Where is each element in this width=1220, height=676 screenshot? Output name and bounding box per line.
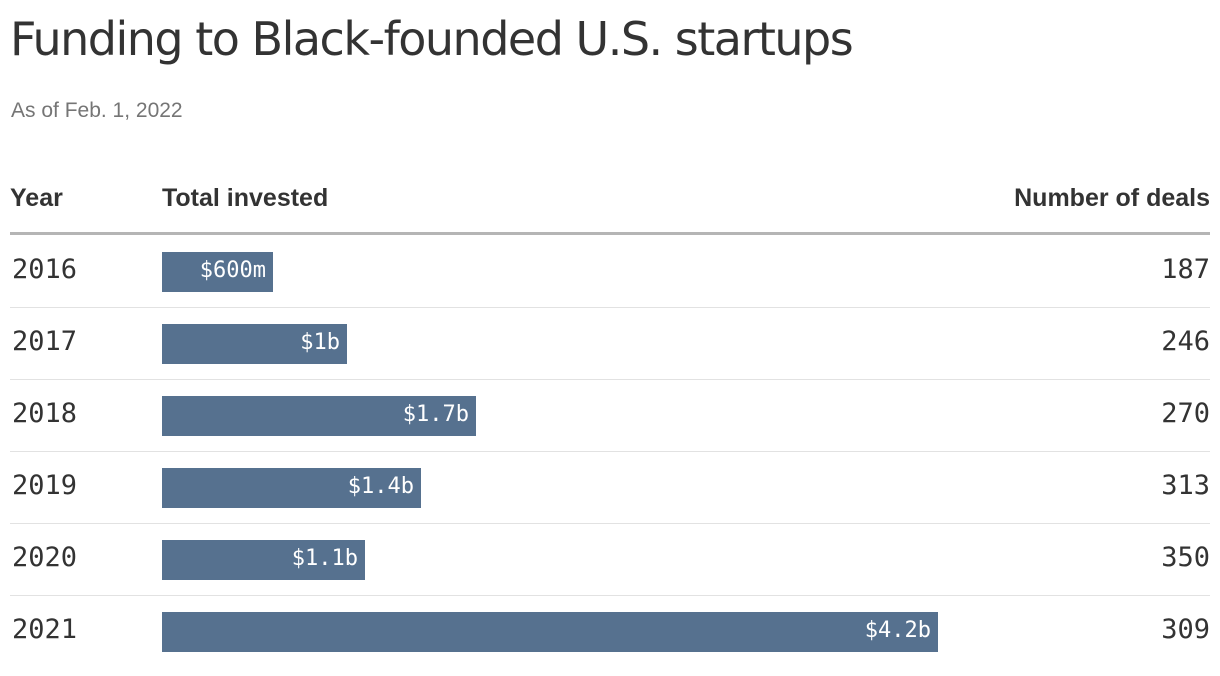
table-row: 2016 $600m 187 (10, 236, 1210, 308)
deals-count: 270 (1161, 398, 1210, 429)
invested-bar: $1b (162, 324, 347, 364)
invested-bar: $1.1b (162, 540, 365, 580)
invested-value-label: $1b (300, 330, 340, 355)
year-label: 2016 (12, 254, 78, 285)
invested-value-label: $1.1b (291, 546, 358, 571)
invested-value-label: $1.7b (402, 402, 469, 427)
invested-value-label: $4.2b (864, 618, 931, 643)
deals-count: 309 (1161, 614, 1210, 645)
invested-value-label: $600m (199, 258, 266, 283)
column-header-number-of-deals: Number of deals (1014, 184, 1210, 212)
column-header-total-invested: Total invested (162, 184, 329, 212)
chart-title: Funding to Black-founded U.S. startups (10, 12, 854, 66)
invested-bar: $1.4b (162, 468, 421, 508)
table-row: 2019 $1.4b 313 (10, 452, 1210, 524)
year-label: 2017 (12, 326, 78, 357)
invested-value-label: $1.4b (347, 474, 414, 499)
year-label: 2019 (12, 470, 78, 501)
chart-subtitle: As of Feb. 1, 2022 (11, 99, 183, 122)
table-row: 2020 $1.1b 350 (10, 524, 1210, 596)
invested-bar: $4.2b (162, 612, 938, 652)
year-label: 2021 (12, 614, 78, 645)
table-row: 2018 $1.7b 270 (10, 380, 1210, 452)
deals-count: 313 (1161, 470, 1210, 501)
row-divider (10, 451, 1210, 452)
header-divider (10, 232, 1210, 235)
year-label: 2018 (12, 398, 78, 429)
invested-bar: $600m (162, 252, 273, 292)
invested-bar: $1.7b (162, 396, 476, 436)
column-header-year: Year (10, 184, 63, 212)
row-divider (10, 307, 1210, 308)
row-divider (10, 523, 1210, 524)
deals-count: 350 (1161, 542, 1210, 573)
row-divider (10, 379, 1210, 380)
deals-count: 187 (1161, 254, 1210, 285)
year-label: 2020 (12, 542, 78, 573)
table-row: 2021 $4.2b 309 (10, 596, 1210, 668)
deals-count: 246 (1161, 326, 1210, 357)
row-divider (10, 595, 1210, 596)
table-row: 2017 $1b 246 (10, 308, 1210, 380)
